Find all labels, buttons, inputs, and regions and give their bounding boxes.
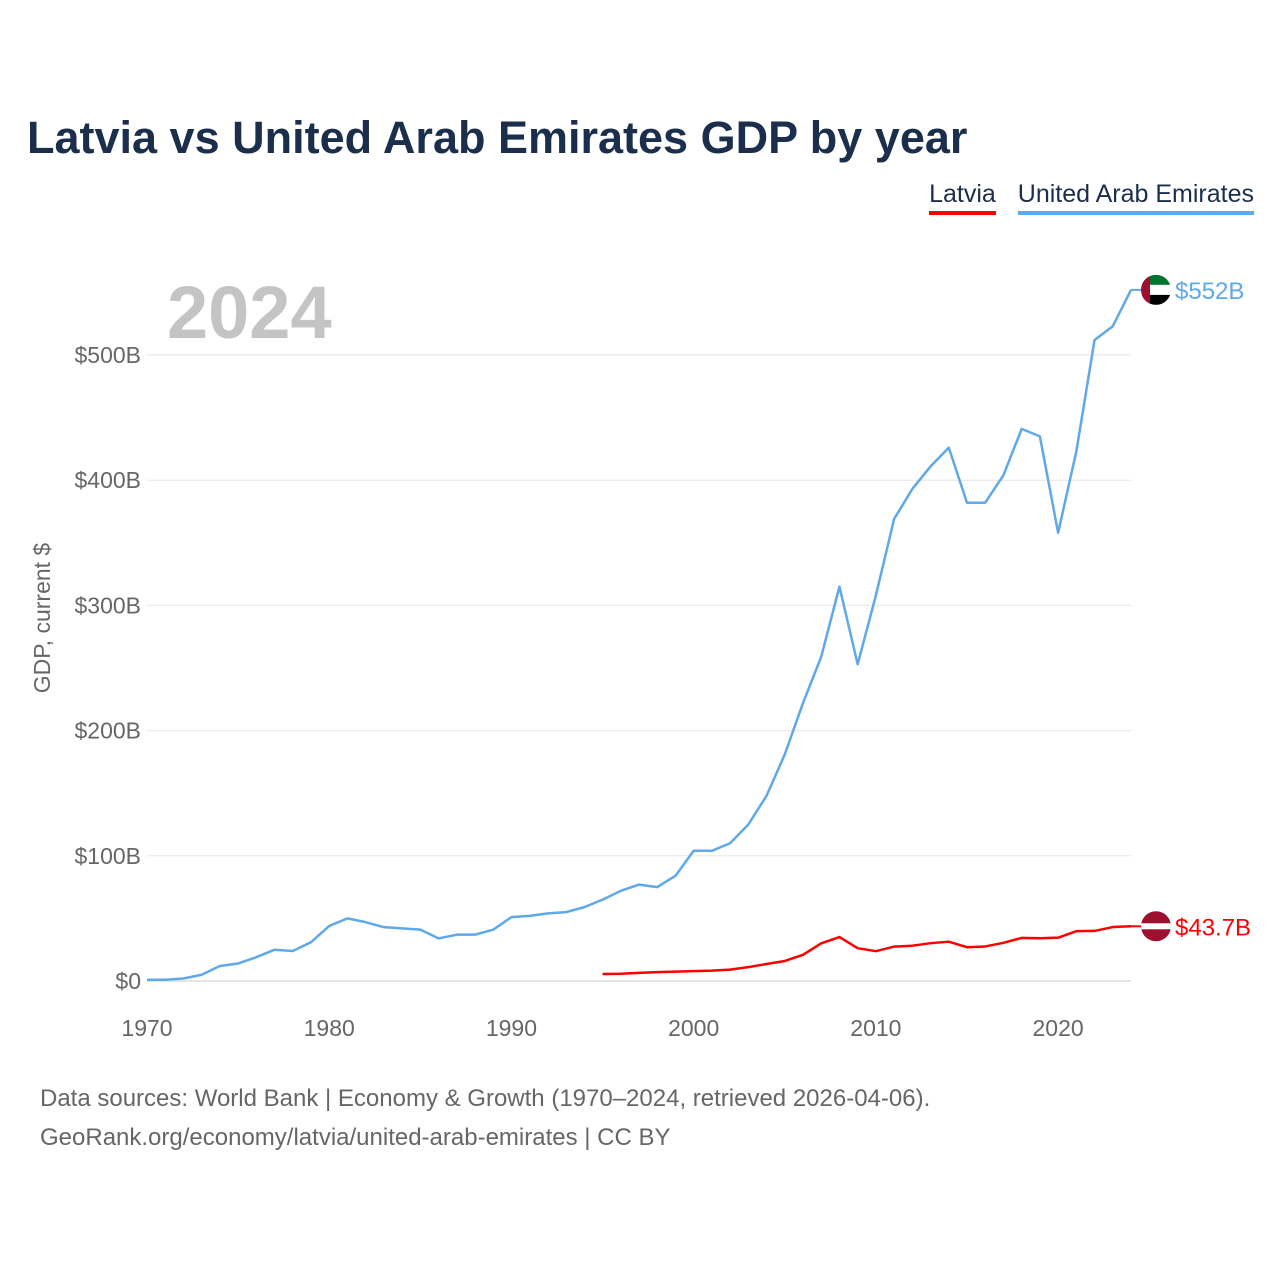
series-line-latvia (602, 925, 1132, 976)
end-value-label: $43.7B (1175, 914, 1251, 941)
x-tick-label: 2020 (1033, 1015, 1084, 1041)
year-watermark: 2024 (167, 271, 332, 354)
y-tick-label: $300B (74, 592, 141, 618)
y-tick-label: $400B (74, 467, 141, 493)
x-tick-label: 1980 (304, 1015, 355, 1041)
x-tick-label: 1990 (486, 1015, 537, 1041)
series-line-uae (147, 289, 1133, 981)
legend: Latvia United Arab Emirates (929, 180, 1254, 215)
x-tick-label: 2000 (668, 1015, 719, 1041)
chart-title: Latvia vs United Arab Emirates GDP by ye… (27, 112, 968, 163)
y-tick-label: $200B (74, 718, 141, 744)
footer-link[interactable]: GeoRank.org/economy/latvia/united-arab-e… (40, 1124, 671, 1151)
y-tick-label: $500B (74, 342, 141, 368)
legend-latvia[interactable]: Latvia (929, 180, 996, 215)
y-tick-label: $0 (115, 968, 141, 994)
x-tick-label: 2010 (850, 1015, 901, 1041)
y-axis-label: GDP, current $ (29, 543, 55, 694)
latvia-flag-stripe (1141, 923, 1171, 930)
x-tick-label: 1970 (121, 1015, 172, 1041)
uae-flag-icon (1141, 274, 1171, 305)
y-tick-label: $100B (74, 843, 141, 869)
footer-sources: Data sources: World Bank | Economy & Gro… (40, 1085, 931, 1112)
legend-uae[interactable]: United Arab Emirates (1017, 180, 1254, 215)
end-value-label: $552B (1175, 278, 1244, 305)
